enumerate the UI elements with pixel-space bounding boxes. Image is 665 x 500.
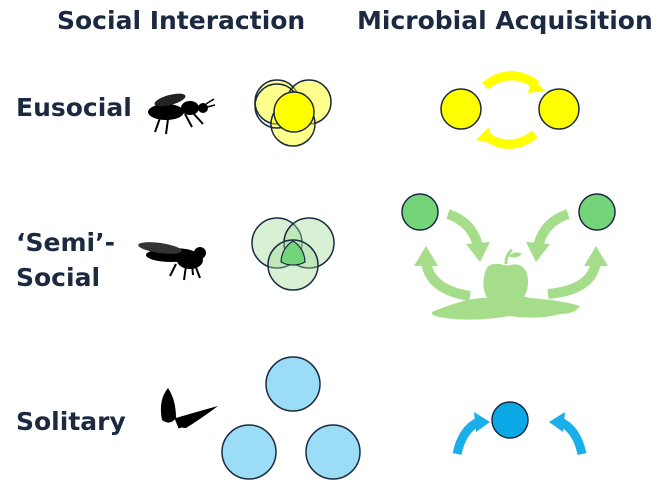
eusocial-microbe-right — [538, 88, 580, 130]
arrow-upper-yellow — [482, 71, 540, 90]
solitary-acquisition — [452, 401, 587, 456]
solitary-circle-right — [305, 424, 361, 480]
row-label-semi-social-line1: ‘Semi’- — [16, 228, 115, 257]
row-label-solitary: Solitary — [16, 407, 126, 436]
arrow-right-blue — [558, 417, 587, 456]
arrow-left-out — [421, 260, 471, 301]
solitary-microbe — [491, 401, 529, 439]
solitary-circle-top — [265, 356, 321, 412]
arrow-right-out — [547, 260, 601, 299]
semi-microbe-right — [578, 193, 616, 231]
eusocial-acquisition — [440, 71, 580, 149]
apple-icon — [483, 248, 529, 307]
semi-microbe-left — [401, 193, 439, 231]
header-social-interaction: Social Interaction — [57, 6, 306, 35]
fly-icon — [138, 242, 206, 281]
row-label-semi-social-line2: Social — [16, 263, 101, 292]
row-label-eusocial: Eusocial — [16, 93, 132, 122]
header-microbial-acquisition: Microbial Acquisition — [357, 6, 653, 35]
solitary-circles — [221, 356, 361, 480]
arrow-left-in — [446, 209, 483, 248]
venn-eusocial-core — [273, 91, 315, 133]
bee-icon — [148, 93, 216, 135]
semi-social-acquisition — [401, 193, 616, 320]
arrow-right-in — [533, 209, 570, 248]
butterfly-icon — [160, 388, 218, 429]
arrow-left-blue — [452, 417, 481, 456]
venn-semi-core — [280, 240, 306, 266]
solitary-circle-left — [221, 424, 277, 480]
eusocial-microbe-left — [440, 88, 482, 130]
puddle — [431, 295, 580, 320]
